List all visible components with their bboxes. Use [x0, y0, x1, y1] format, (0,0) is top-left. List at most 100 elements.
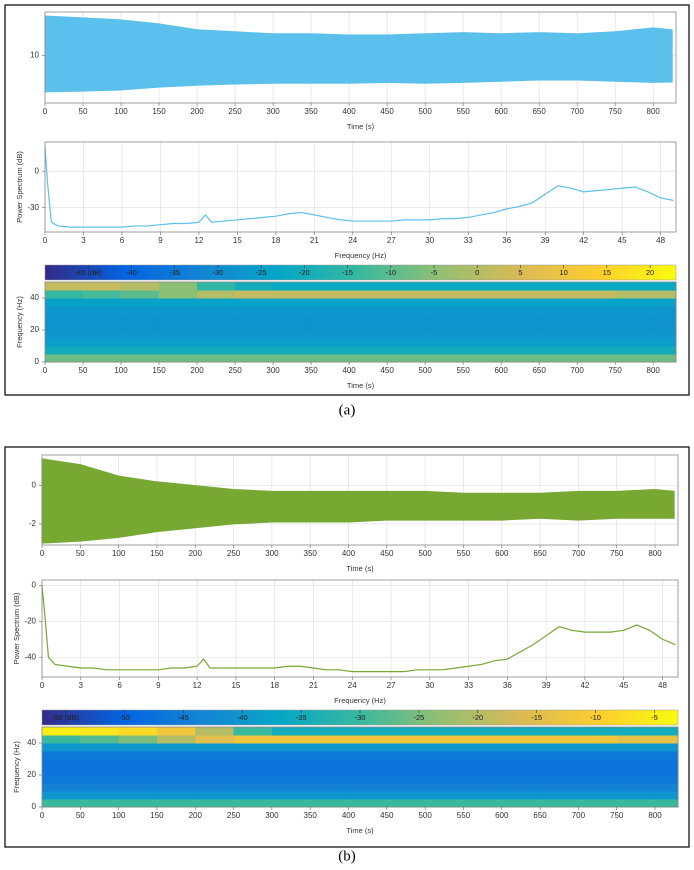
- heatmap-cell: [655, 727, 679, 736]
- heatmap-cell: [540, 743, 579, 752]
- y-tick-label: -40: [24, 652, 36, 661]
- heatmap-cell: [463, 354, 502, 363]
- heatmap-cell: [159, 298, 198, 307]
- colorbar-tick-label: -40: [237, 713, 248, 722]
- x-tick-label: 650: [533, 811, 547, 820]
- heatmap-cell: [501, 791, 541, 800]
- heatmap-cell: [80, 799, 120, 808]
- heatmap-cell: [386, 751, 426, 760]
- heatmap-cell: [349, 322, 388, 331]
- heatmap-cell: [463, 290, 502, 299]
- x-tick-label: 18: [271, 236, 280, 245]
- x-tick-label: 150: [152, 366, 166, 375]
- heatmap-cell: [463, 727, 503, 736]
- heatmap-cell: [387, 346, 426, 355]
- plot-frame: [44, 281, 677, 363]
- heatmap-cell: [156, 759, 196, 768]
- heatmap-cell: [501, 314, 540, 323]
- heatmap-cell: [386, 767, 426, 776]
- heatmap-cell: [311, 354, 350, 363]
- x-tick-label: 24: [348, 681, 357, 690]
- x-tick-label: 550: [456, 107, 470, 116]
- heatmap-cell: [653, 298, 677, 307]
- heatmap-cell: [501, 290, 540, 299]
- heatmap-cell: [501, 799, 541, 808]
- heatmap-cell: [425, 322, 464, 331]
- heatmap-cell: [501, 346, 540, 355]
- heatmap-cell: [310, 759, 350, 768]
- heatmap-cell: [121, 290, 160, 299]
- heatmap-cell: [539, 354, 578, 363]
- heatmap-cell: [235, 306, 274, 315]
- heatmap-cell: [425, 767, 464, 776]
- heatmap-cell: [653, 346, 677, 355]
- heatmap-cell: [80, 735, 120, 744]
- heatmap-cell: [539, 306, 578, 315]
- plot-area: [45, 142, 676, 232]
- heatmap-cell: [156, 791, 196, 800]
- heatmap-cell: [195, 775, 235, 784]
- heatmap-cell: [387, 338, 426, 347]
- heatmap-cell: [578, 751, 618, 760]
- heatmap-cell: [80, 775, 120, 784]
- heatmap-cell: [197, 290, 236, 299]
- heatmap-cell: [42, 743, 81, 752]
- heatmap-cell: [425, 354, 464, 363]
- heatmap-cell: [235, 314, 274, 323]
- heatmap-cell: [386, 743, 426, 752]
- x-tick-label: 12: [194, 236, 203, 245]
- heatmap-cell: [655, 767, 679, 776]
- heatmap-cell: [463, 735, 503, 744]
- heatmap-cell: [159, 330, 198, 339]
- heatmap-cell: [425, 735, 464, 744]
- x-tick-label: 600: [495, 811, 509, 820]
- heatmap-cell: [311, 346, 350, 355]
- heatmap-cell: [310, 743, 350, 752]
- x-tick-label: 250: [227, 549, 241, 558]
- heatmap-cell: [195, 767, 235, 776]
- x-tick-label: 6: [117, 681, 122, 690]
- colorbar-tick-label: -30: [355, 713, 366, 722]
- heatmap-cell: [45, 314, 84, 323]
- x-tick-label: 50: [79, 366, 88, 375]
- x-tick-label: 700: [570, 107, 584, 116]
- heatmap-cell: [121, 298, 160, 307]
- heatmap-cell: [195, 727, 235, 736]
- x-tick-label: 450: [380, 107, 394, 116]
- x-tick-label: 300: [265, 549, 279, 558]
- x-tick-label: 700: [570, 366, 584, 375]
- x-tick-label: 600: [495, 549, 509, 558]
- heatmap-cell: [348, 783, 388, 792]
- heatmap-cell: [463, 799, 503, 808]
- x-tick-label: 400: [342, 811, 356, 820]
- x-tick-label: 350: [304, 549, 318, 558]
- heatmap-cell: [233, 799, 273, 808]
- x-tick-label: 36: [502, 236, 511, 245]
- heatmap-cell: [233, 735, 273, 744]
- plot-frame: [44, 11, 677, 104]
- y-tick-label: -20: [24, 616, 36, 625]
- heatmap-cell: [271, 727, 311, 736]
- heatmap-cell: [653, 290, 677, 299]
- heatmap-cell: [578, 791, 618, 800]
- x-tick-label: 600: [494, 107, 508, 116]
- heatmap-cell: [83, 338, 122, 347]
- x-tick-label: 150: [152, 107, 166, 116]
- heatmap-cell: [80, 791, 120, 800]
- colorbar: [44, 264, 677, 281]
- heatmap-cell: [233, 783, 273, 792]
- heatmap-cell: [156, 735, 196, 744]
- x-tick-label: 350: [304, 366, 318, 375]
- x-tick-label: 9: [156, 681, 161, 690]
- heatmap-cell: [45, 330, 84, 339]
- heatmap-cell: [121, 282, 160, 291]
- heatmap-cell: [310, 799, 350, 808]
- x-tick-label: 33: [464, 236, 473, 245]
- heatmap-cell: [463, 298, 502, 307]
- heatmap-cell: [271, 735, 311, 744]
- colorbar-tick-label: -45: [178, 713, 189, 722]
- x-tick-label: 650: [532, 107, 546, 116]
- colorbar-tick-label: -15: [531, 713, 542, 722]
- x-tick-label: 200: [189, 811, 203, 820]
- heatmap-cell: [463, 751, 503, 760]
